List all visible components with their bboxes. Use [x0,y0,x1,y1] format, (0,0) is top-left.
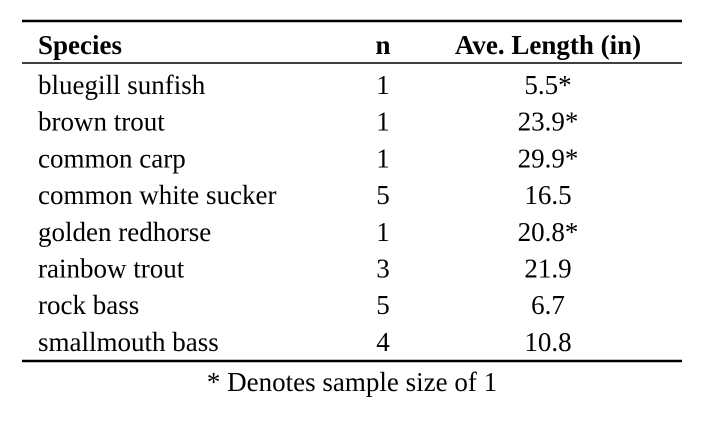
table-cell: 1 [376,70,390,100]
header-cell: Ave. Length (in) [455,30,641,60]
table-cell: 5.5* [524,70,571,100]
table-cell: 21.9 [524,254,571,284]
footnote: * Denotes sample size of 1 [207,367,497,397]
table-cell: rainbow trout [38,254,185,284]
table-cell: 4 [376,327,390,357]
table-cell: 1 [376,107,390,137]
table-cell: 10.8 [524,327,571,357]
table-cell: common white sucker [38,180,276,210]
table-cell: 23.9* [518,107,579,137]
header-cell: Species [38,30,122,60]
table-cell: 20.8* [518,217,579,247]
table-cell: rock bass [38,290,139,320]
table-cell: 5 [376,180,390,210]
table-cell: 1 [376,143,390,173]
table-cell: 1 [376,217,390,247]
table-cell: 5 [376,290,390,320]
table-cell: 6.7 [531,290,565,320]
table-cell: 29.9* [518,143,579,173]
header-cell: n [375,30,390,60]
table-cell: smallmouth bass [38,327,219,357]
table-cell: 16.5 [524,180,571,210]
table-cell: bluegill sunfish [38,70,206,100]
table-cell: brown trout [38,107,165,137]
table-cell: common carp [38,143,186,173]
table-cell: 3 [376,254,390,284]
table-cell: golden redhorse [38,217,211,247]
